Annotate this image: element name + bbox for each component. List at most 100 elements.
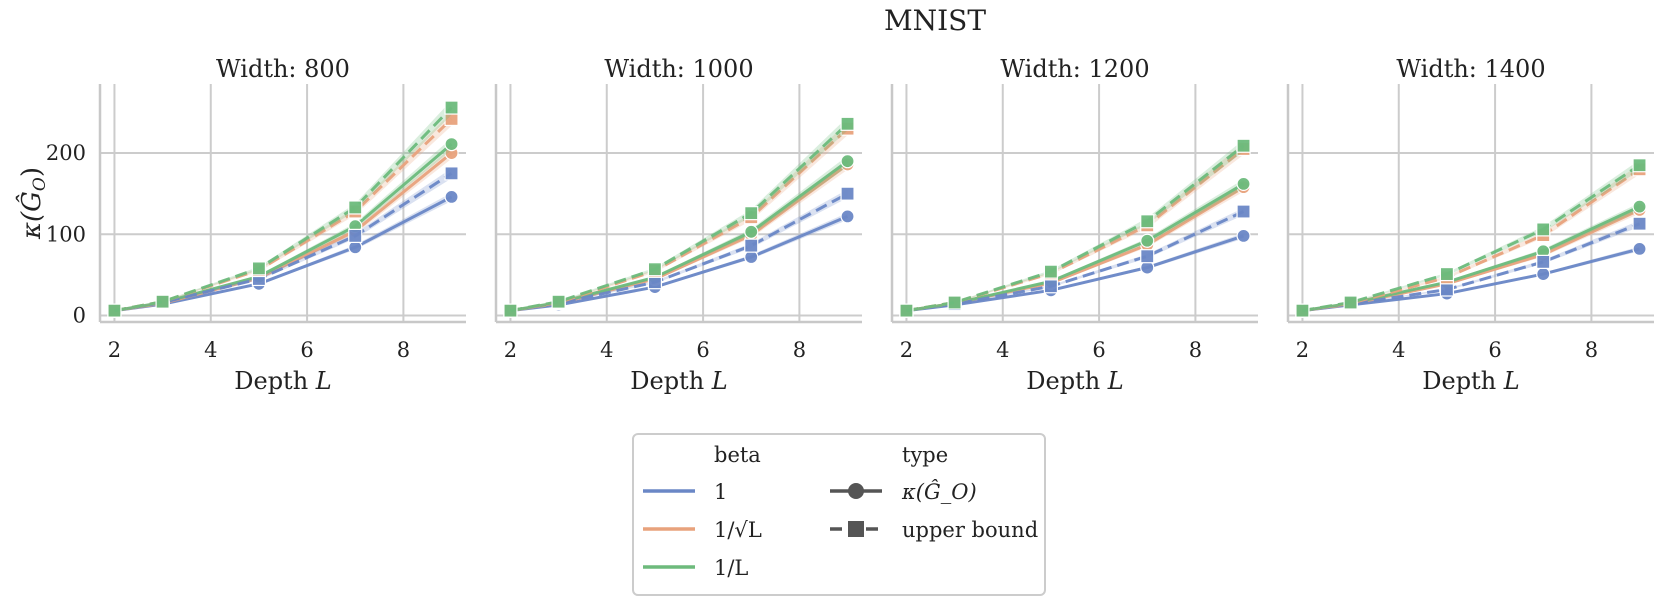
data-point-square [1439, 266, 1455, 282]
data-point-square [1632, 158, 1647, 173]
data-point-circle [1632, 241, 1647, 256]
data-point-square [1140, 214, 1155, 229]
series-1-l-upper-bound [899, 138, 1251, 318]
x-tick-label: 2 [108, 338, 121, 362]
x-axis-label-var: L [711, 367, 728, 395]
legend-beta-label-1-l: 1/√L [714, 518, 762, 542]
legend-frame [632, 433, 1046, 596]
series-line [906, 182, 1245, 313]
panel-1: Width: 800 2 4 6 8 0 100 200 Depth L [46, 55, 466, 395]
legend-type-title: type [902, 443, 948, 467]
data-point-square [1439, 282, 1455, 297]
confidence-band [114, 112, 452, 311]
x-tick-label: 2 [900, 338, 913, 362]
series-line [510, 192, 849, 313]
x-tick-label: 6 [1488, 338, 1501, 362]
series-1-l-kappa [107, 145, 459, 318]
data-point-square [744, 238, 759, 253]
y-axis-label-close: ) [17, 167, 47, 177]
series-line [906, 185, 1245, 313]
x-axis-label: Depth L [1026, 367, 1123, 395]
data-point-square [444, 100, 459, 115]
series-1-l-upper-bound [1295, 158, 1647, 318]
confidence-band [510, 189, 848, 311]
confidence-band [510, 117, 848, 311]
data-point-square [1536, 254, 1551, 269]
panel-2: Width: 1000 2 4 6 8 Depth L [494, 55, 862, 395]
x-tick-label: 6 [1092, 338, 1105, 362]
data-point-square [444, 166, 459, 181]
x-axis-label-text: Depth [1422, 367, 1504, 395]
data-point-square [1295, 303, 1310, 318]
legend-type-marker-circle [848, 483, 864, 499]
data-point-square [348, 228, 363, 243]
data-point-square [551, 294, 566, 309]
series-line [510, 122, 849, 313]
legend-type-label-2: upper bound [902, 518, 1038, 542]
panel-title: Width: 800 [216, 55, 350, 83]
data-point-square [1536, 222, 1551, 237]
legend-beta-title: beta [714, 443, 761, 467]
y-axis-label: κ(ĜO) [15, 167, 50, 240]
data-point-square [840, 186, 855, 201]
x-tick-label: 4 [600, 338, 613, 362]
data-point-circle [1236, 176, 1251, 192]
legend: beta type 1 1/√L 1/L κ(Ĝ_O)upper bound [632, 433, 1046, 596]
legend-type-marker-square [848, 521, 864, 537]
data-point-square [1043, 279, 1059, 294]
series-1-l-upper-bound [107, 100, 459, 318]
x-tick-label: 2 [504, 338, 517, 362]
confidence-band [906, 179, 1244, 311]
x-axis-label: Depth L [1422, 367, 1519, 395]
x-axis-label-var: L [1107, 367, 1124, 395]
data-point-circle [444, 137, 459, 152]
data-point-square [155, 294, 170, 309]
x-axis-label: Depth L [234, 367, 331, 395]
data-point-square [840, 116, 855, 131]
series-line [906, 147, 1245, 313]
data-point-circle [1632, 199, 1647, 214]
x-axis-label-text: Depth [630, 367, 712, 395]
data-point-circle [1236, 228, 1251, 243]
data-point-circle [444, 189, 459, 205]
data-point-square [503, 303, 518, 318]
data-point-circle [1536, 266, 1551, 282]
data-point-square [647, 262, 663, 277]
data-point-square [1140, 249, 1155, 264]
panel-4: Width: 1400 2 4 6 8 Depth L [1286, 55, 1654, 395]
confidence-band [510, 122, 848, 311]
panel-title: Width: 1400 [1396, 55, 1545, 83]
series-line [114, 151, 453, 313]
data-point-square [1343, 295, 1358, 310]
x-tick-label: 4 [1392, 338, 1405, 362]
data-point-square [899, 303, 914, 318]
x-tick-label: 6 [300, 338, 313, 362]
panel-title: Width: 1200 [1000, 55, 1149, 83]
data-point-square [1632, 216, 1647, 231]
x-tick-label: 8 [793, 338, 806, 362]
data-point-square [1043, 264, 1059, 279]
y-tick-label: 100 [46, 222, 86, 246]
panel-title: Width: 1000 [604, 55, 753, 83]
series-1-l-upper-bound [107, 111, 459, 318]
x-axis-label-text: Depth [234, 367, 316, 395]
legend-type-label-1: κ(Ĝ_O) [901, 479, 977, 504]
data-point-circle [840, 154, 855, 169]
legend-beta-label-1-l: 1/L [714, 556, 748, 580]
x-tick-label: 4 [204, 338, 217, 362]
x-axis-label: Depth L [630, 367, 727, 395]
series-line [1302, 205, 1641, 313]
x-tick-label: 8 [397, 338, 410, 362]
confidence-band [906, 182, 1244, 311]
series-1-l-upper-bound [503, 116, 855, 318]
data-point-square [1236, 138, 1251, 153]
data-point-circle [1140, 233, 1155, 248]
y-axis-label-g: Ĝ [15, 191, 47, 212]
data-point-square [947, 295, 962, 310]
x-axis-label-var: L [1503, 367, 1520, 395]
x-tick-label: 8 [1189, 338, 1202, 362]
data-point-circle [840, 209, 855, 224]
data-point-square [251, 261, 267, 276]
